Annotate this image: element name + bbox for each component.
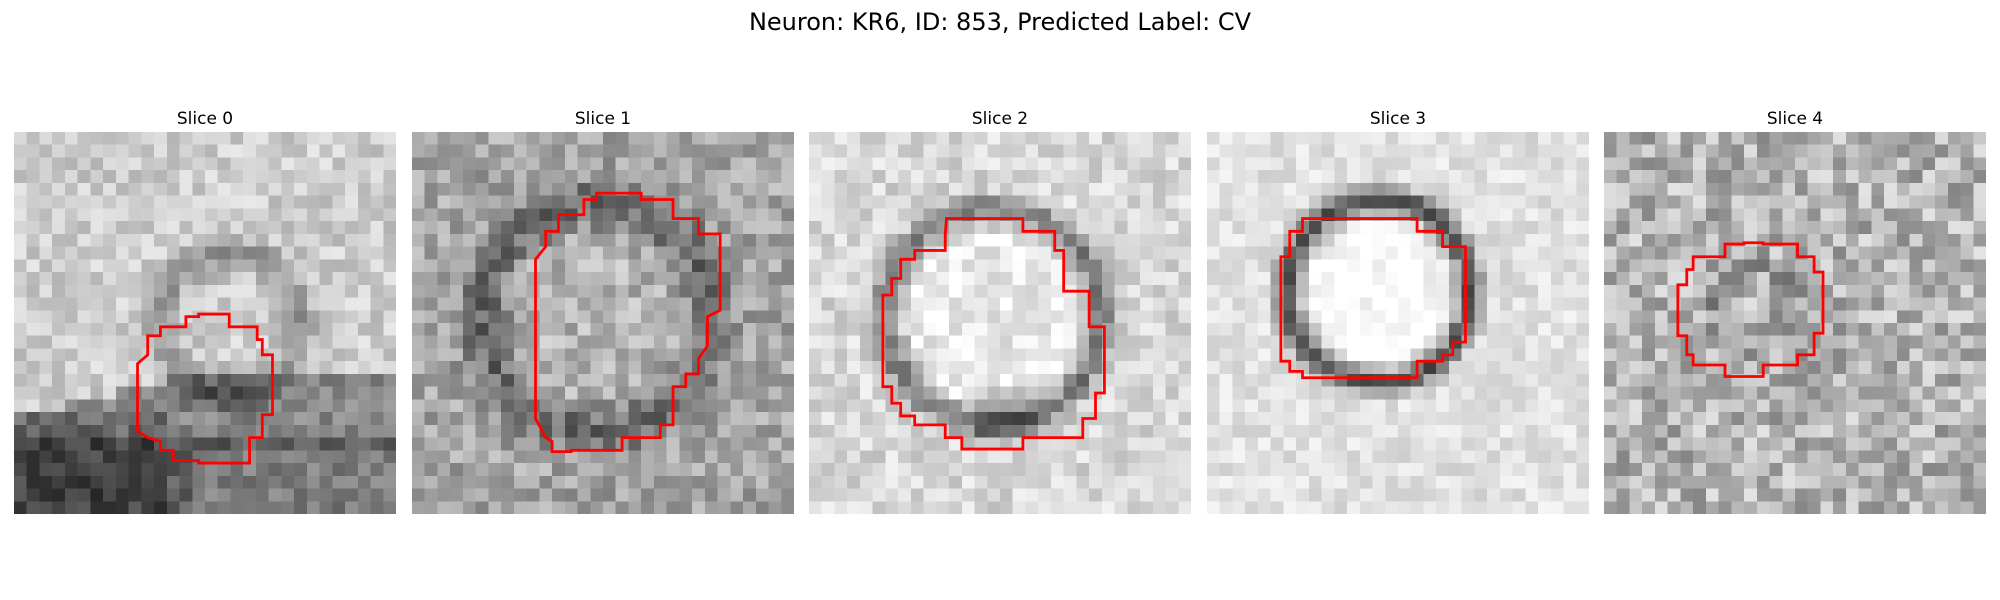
slice-title: Slice 4 [1766,109,1824,129]
figure-title: Neuron: KR6, ID: 853, Predicted Label: C… [748,8,1252,36]
segmentation-contour [1279,217,1467,380]
slice-image-4 [1604,132,1986,514]
slice-image-3 [1207,132,1589,514]
segmentation-contour [534,191,722,454]
slice-panel-2: Slice 2 [809,108,1191,514]
grayscale-pixels [412,132,794,514]
slice-panel-0: Slice 0 [14,108,396,514]
slice-image-1 [412,132,794,514]
slice-panel-4: Slice 4 [1604,108,1986,514]
slice-image-0 [14,132,396,514]
grayscale-pixels [1604,132,1986,514]
slice-title: Slice 2 [971,109,1029,129]
slice-panel-3: Slice 3 [1207,108,1589,514]
segmentation-contour [1676,241,1825,378]
grayscale-pixels [14,132,396,514]
slice-panel-1: Slice 1 [412,108,794,514]
grayscale-pixels [1207,132,1589,514]
slice-title: Slice 1 [574,109,632,129]
slice-image-2 [809,132,1191,514]
segmentation-contour [136,312,274,465]
segmentation-contour [881,217,1106,451]
slice-title: Slice 3 [1369,109,1427,129]
grayscale-pixels [809,132,1191,514]
slice-title: Slice 0 [176,109,234,129]
